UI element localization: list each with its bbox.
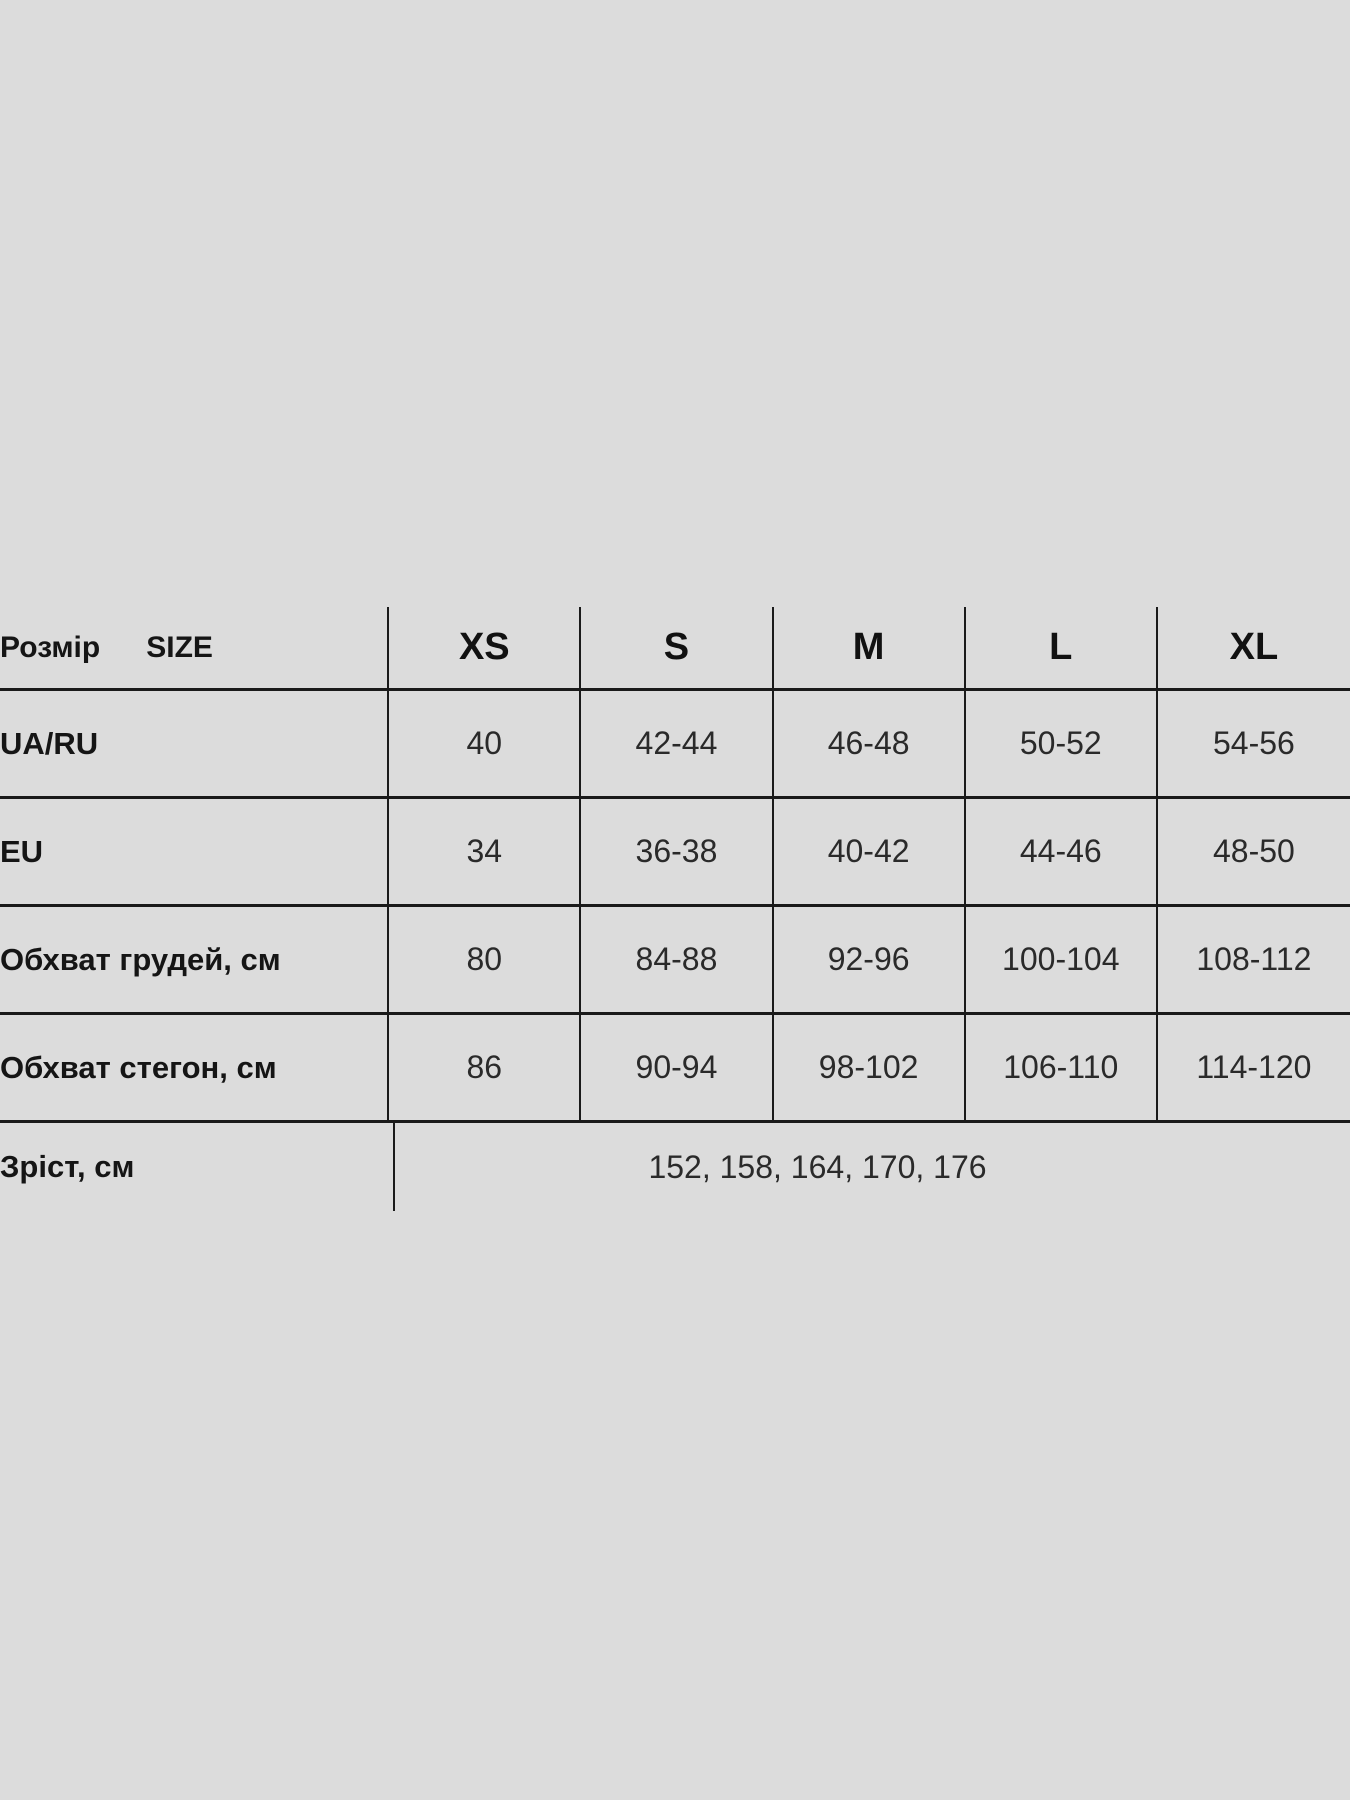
table-cell: 42-44 [581,691,774,796]
table-cell: 36-38 [581,799,774,904]
size-header-xl: XL [1229,626,1279,668]
table-cell: 34 [389,799,582,904]
table-cell: 108-112 [1196,941,1312,977]
size-label-ua: Розмір [0,630,101,664]
size-header-m: M [774,607,966,688]
row-label: Обхват грудей, см [0,907,390,1012]
size-header-s: S [581,607,774,688]
table-cell: 54-56 [1212,725,1295,761]
table-cell: 90-94 [581,1015,774,1120]
table-cell: 80 [389,907,582,1012]
header-row: Розмір SIZE XS S M L XL [0,607,1350,691]
table-cell: 98-102 [774,1015,966,1120]
table-row-ua-ru: UA/RU 40 42-44 46-48 50-52 54-56 [0,691,1350,799]
row-label: Обхват стегон, см [0,1015,390,1120]
table-row-hips: Обхват стегон, см 86 90-94 98-102 106-11… [0,1015,1350,1123]
table-row-chest: Обхват грудей, см 80 84-88 92-96 100-104… [0,907,1350,1015]
height-values: 152, 158, 164, 170, 176 [648,1148,987,1185]
table-cell: 40 [389,691,582,796]
table-cell: 92-96 [774,907,966,1012]
table-cell: 106-110 [966,1015,1158,1120]
size-label-en: SIZE [146,630,213,664]
size-header-l: L [966,607,1158,688]
row-label: Зріст, см [0,1123,395,1211]
table-cell: 50-52 [966,691,1158,796]
size-header-xs: XS [389,607,582,688]
table-cell: 48-50 [1212,833,1295,869]
table-cell: 44-46 [966,799,1158,904]
row-label: UA/RU [0,691,390,796]
table-cell: 114-120 [1196,1049,1312,1085]
header-label: Розмір SIZE [0,607,390,688]
table-cell: 100-104 [966,907,1158,1012]
table-row-eu: EU 34 36-38 40-42 44-46 48-50 [0,799,1350,907]
table-cell: 86 [389,1015,582,1120]
table-cell: 46-48 [774,691,966,796]
table-row-height: Зріст, см 152, 158, 164, 170, 176 [0,1123,1350,1211]
table-cell: 84-88 [581,907,774,1012]
row-label: EU [0,799,390,904]
size-chart-table: Розмір SIZE XS S M L XL UA/RU 40 42-44 46… [0,607,1350,1211]
table-cell: 40-42 [774,799,966,904]
